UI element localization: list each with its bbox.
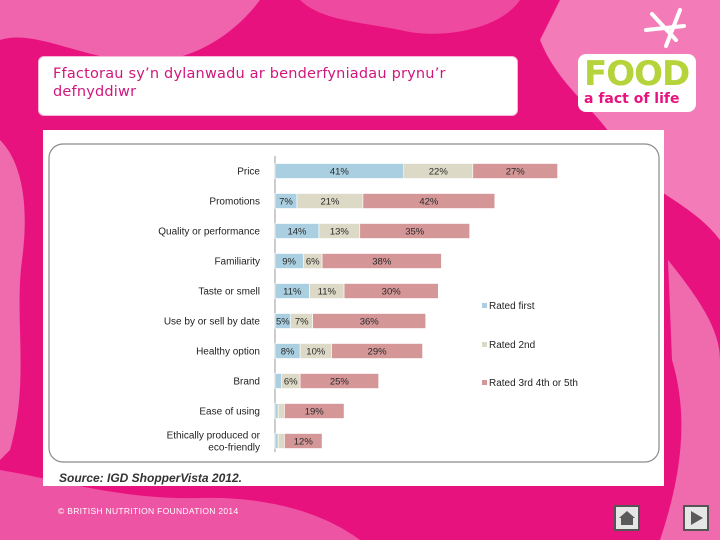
legend-label: Rated 3rd 4th or 5th (489, 378, 578, 389)
chart-source: Source: IGD ShopperVista 2012. (59, 471, 242, 485)
data-label: 11% (318, 287, 337, 298)
bar-segment (277, 403, 285, 419)
bar-segment (274, 403, 279, 419)
play-arrow-icon (691, 511, 703, 525)
category-label: Healthy option (196, 347, 260, 358)
bar-segment (274, 433, 279, 449)
category-label: Promotions (209, 197, 260, 208)
data-label: 6% (284, 377, 298, 388)
category-label: Brand (233, 377, 260, 388)
bar-segment (312, 313, 427, 329)
category-label: Quality or performance (158, 227, 260, 238)
bar-segment (284, 403, 345, 419)
data-label: 19% (305, 407, 325, 418)
bar-segment (277, 433, 285, 449)
bar-segment (284, 433, 323, 449)
data-label: 27% (506, 167, 526, 178)
category-label: Ease of using (199, 407, 260, 418)
legend-swatch (482, 303, 487, 308)
data-label: 11% (283, 287, 302, 298)
data-label: 38% (372, 257, 392, 268)
slide-title: Ffactorau sy’n dylanwadu ar benderfyniad… (53, 66, 446, 100)
data-label: 13% (330, 227, 350, 238)
chart-frame (48, 143, 660, 463)
data-label: 41% (330, 167, 350, 178)
bar-segment (472, 163, 558, 179)
legend-label: Rated 2nd (489, 340, 535, 351)
bar-segment (299, 373, 379, 389)
home-icon (619, 511, 635, 525)
slide-title-box: Ffactorau sy’n dylanwadu ar benderfyniad… (38, 56, 518, 116)
category-label: Familiarity (214, 257, 260, 268)
data-label: 42% (419, 197, 439, 208)
data-label: 10% (306, 347, 326, 358)
data-label: 22% (429, 167, 449, 178)
category-label: Taste or smell (198, 287, 260, 298)
legend-label: Rated first (489, 301, 535, 312)
starburst-icon (644, 8, 686, 48)
data-label: 6% (306, 257, 320, 268)
food-a-fact-of-life-logo: FOOD a fact of life (578, 54, 696, 112)
category-label: Use by or sell by date (164, 317, 261, 328)
data-label: 9% (282, 257, 296, 268)
bar-segment (331, 343, 423, 359)
data-label: 35% (405, 227, 425, 238)
next-button[interactable] (683, 505, 709, 531)
bar-segment (321, 253, 442, 269)
data-label: 29% (368, 347, 388, 358)
legend-swatch (482, 342, 487, 347)
data-label: 12% (294, 437, 314, 448)
data-label: 7% (295, 317, 309, 328)
data-label: 7% (279, 197, 293, 208)
data-label: 8% (281, 347, 295, 358)
logo-tagline: a fact of life (584, 91, 680, 107)
bar-segment (359, 223, 470, 239)
chart-panel: Source: IGD ShopperVista 2012. Price 41% 2… (43, 130, 664, 486)
data-label: 14% (287, 227, 307, 238)
stacked-bar-chart: Source: IGD ShopperVista 2012. Price 41% 2… (48, 143, 660, 485)
data-label: 30% (382, 287, 402, 298)
data-label: 5% (276, 317, 290, 328)
data-label: 21% (320, 197, 340, 208)
category-label: Price (237, 167, 260, 178)
data-label: 25% (330, 377, 350, 388)
logo-word: FOOD (584, 54, 690, 94)
home-button[interactable] (614, 505, 640, 531)
data-label: 36% (360, 317, 380, 328)
bar-segment (362, 193, 496, 209)
legend-swatch (482, 380, 487, 385)
copyright-footer: © BRITISH NUTRITION FOUNDATION 2014 (58, 506, 239, 516)
category-label: Ethically produced or eco-friendly (167, 431, 261, 454)
bar-segment (343, 283, 439, 299)
bar-segment (274, 373, 282, 389)
